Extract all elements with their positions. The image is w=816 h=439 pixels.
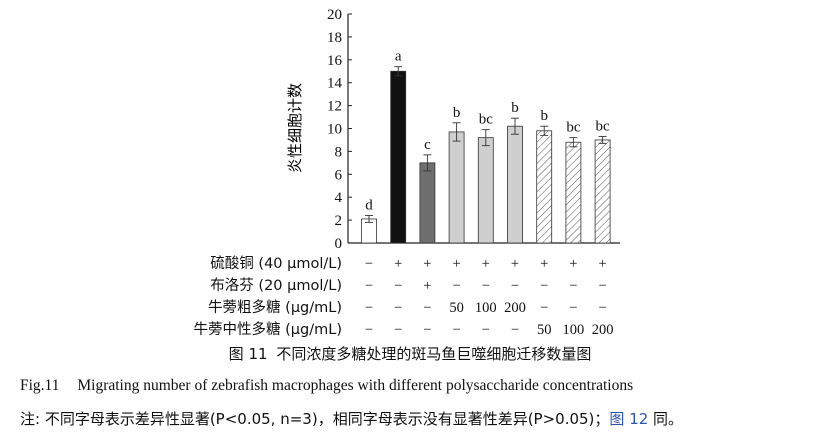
treatment-value: 200 (504, 300, 526, 316)
y-axis-title: 炎性细胞计数 (286, 83, 304, 173)
bar (594, 139, 611, 244)
y-tick-label: 2 (335, 213, 343, 229)
treatment-value: − (423, 300, 431, 316)
treatment-value: − (599, 278, 607, 294)
y-tick-label: 12 (327, 99, 342, 115)
y-tick-label: 18 (327, 30, 342, 46)
figure-link[interactable]: 图 12 (609, 410, 649, 428)
treatment-label: 牛蒡粗多糖 (μg/mL) (208, 299, 342, 316)
treatment-label: 硫酸铜 (40 μmol/L) (210, 255, 342, 272)
treatment-value: − (482, 322, 490, 338)
treatment-value: 50 (449, 300, 464, 316)
treatment-value: 100 (563, 322, 585, 338)
significance-letter: bc (479, 112, 494, 128)
figure-note: 注: 不同字母表示差异性显著(P<0.05, n=3)，相同字母表示没有显著性差… (20, 408, 683, 429)
significance-letter: bc (596, 119, 611, 135)
treatment-value: − (482, 278, 490, 294)
treatment-value: − (365, 322, 373, 338)
significance-letter: b (540, 108, 548, 124)
y-axis: 0 2 4 6 8 10 12 14 16 18 20 (327, 7, 352, 252)
note-tail: 同。 (648, 410, 684, 428)
treatment-table: 硫酸铜 (40 μmol/L) − + + + + + + + + 布洛芬 (20 μmol/L) −… (194, 255, 614, 338)
treatment-value: − (394, 322, 402, 338)
treatment-value: − (365, 300, 373, 316)
y-tick-label: 16 (327, 53, 343, 69)
treatment-value: − (453, 278, 461, 294)
treatment-value: + (453, 256, 461, 272)
treatment-value: − (599, 300, 607, 316)
bar (390, 70, 407, 244)
y-tick-label: 10 (327, 122, 342, 138)
figure-caption-en: Fig.11 Migrating number of zebrafish mac… (20, 377, 633, 395)
treatment-value: − (511, 278, 519, 294)
treatment-value: − (365, 278, 373, 294)
treatment-label: 布洛芬 (20 μmol/L) (210, 277, 342, 294)
y-tick-label: 8 (335, 144, 343, 160)
treatment-value: 100 (475, 300, 497, 316)
y-tick-label: 6 (335, 167, 343, 183)
treatment-value: − (423, 322, 431, 338)
treatment-value: − (569, 278, 577, 294)
bar (448, 131, 465, 244)
significance-letter: a (395, 49, 402, 65)
treatment-value: 50 (537, 322, 552, 338)
significance-letter: b (453, 105, 461, 121)
treatment-value: + (511, 256, 519, 272)
figure-caption-cn: 图 11 不同浓度多糖处理的斑马鱼巨噬细胞迁移数量图 (0, 343, 816, 364)
figure-number-en: Fig.11 (20, 377, 60, 394)
treatment-value: + (540, 256, 548, 272)
treatment-value: 200 (592, 322, 614, 338)
y-tick-label: 20 (327, 7, 342, 23)
treatment-label: 牛蒡中性多糖 (μg/mL) (194, 321, 342, 338)
y-tick-label: 4 (335, 190, 343, 206)
treatment-value: + (423, 278, 431, 294)
treatment-value: + (482, 256, 490, 272)
note-text: 注: 不同字母表示差异性显著(P<0.05, n=3)，相同字母表示没有显著性差… (20, 410, 610, 428)
treatment-value: − (394, 300, 402, 316)
treatment-value: + (423, 256, 431, 272)
treatment-value: + (394, 256, 402, 272)
treatment-value: − (453, 322, 461, 338)
figure-number-cn: 图 11 (228, 345, 268, 363)
treatment-value: + (599, 256, 607, 272)
treatment-value: − (569, 300, 577, 316)
y-tick-label: 14 (327, 76, 343, 92)
significance-letter: bc (566, 120, 581, 136)
treatment-value: − (540, 300, 548, 316)
treatment-value: − (394, 278, 402, 294)
bar (477, 137, 494, 244)
significance-letter: b (511, 100, 519, 116)
bar (419, 162, 436, 244)
bar (536, 130, 553, 244)
figure-title-cn: 不同浓度多糖处理的斑马鱼巨噬细胞迁移数量图 (276, 345, 592, 363)
treatment-value: + (569, 256, 577, 272)
figure-title-en: Migrating number of zebrafish macrophage… (77, 377, 634, 394)
treatment-value: − (540, 278, 548, 294)
significance-letter: d (365, 198, 373, 214)
bar (565, 141, 582, 244)
significance-letter: c (424, 137, 431, 153)
treatment-value: − (511, 322, 519, 338)
treatment-value: − (365, 256, 373, 272)
bar (507, 125, 523, 244)
y-tick-label: 0 (335, 236, 343, 252)
